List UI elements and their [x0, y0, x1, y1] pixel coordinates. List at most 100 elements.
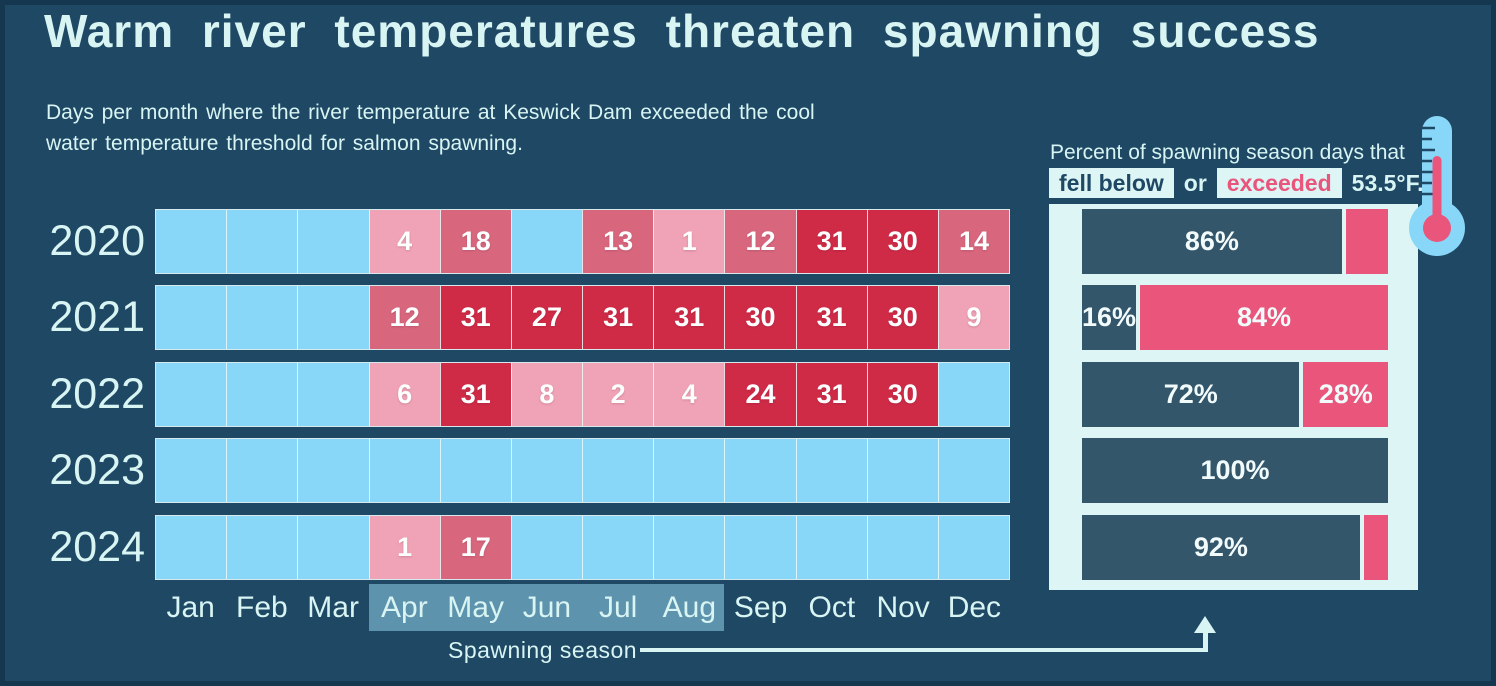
heatmap-cell: [510, 516, 583, 579]
cell-value: 30: [745, 302, 776, 332]
fell-below-segment: 100%: [1082, 438, 1388, 503]
heatmap-cell: 30: [866, 286, 938, 349]
heatmap-cell: 12: [724, 210, 796, 273]
month-label: Mar: [307, 591, 359, 624]
month-label: Jun: [522, 591, 572, 624]
percent-label: 28%: [1318, 379, 1373, 409]
cell-value: 12: [745, 226, 776, 256]
heatmap-cell: [156, 286, 227, 349]
page-title: Warm river temperatures threaten spawnin…: [44, 5, 1320, 57]
percent-bar: 92%: [1082, 515, 1388, 580]
heatmap-cell: [297, 210, 369, 273]
heatmap-cell: [866, 516, 938, 579]
cell-value: 2: [610, 379, 626, 409]
cell-value: 18: [460, 226, 491, 256]
heatmap-cell: 1: [653, 210, 725, 273]
month-label: Apr: [381, 591, 428, 624]
thermometer-icon: [1409, 116, 1465, 256]
percent-label: 100%: [1200, 455, 1270, 485]
subtitle: Days per month where the river temperatu…: [46, 97, 815, 159]
heatmap-cell: 31: [439, 363, 511, 426]
heatmap-cell: 31: [582, 286, 654, 349]
heatmap-cell: [795, 439, 867, 502]
exceeded-segment: [1345, 209, 1388, 274]
heatmap-cell: 12: [368, 286, 440, 349]
heatmap-cell: [439, 439, 511, 502]
percent-bar: 16% 84%: [1082, 285, 1388, 350]
fell-below-chip: fell below: [1049, 168, 1174, 198]
heatmap-cell: 4: [653, 363, 725, 426]
heatmap-cell: 31: [653, 286, 725, 349]
heatmap-cell: [156, 516, 227, 579]
fell-below-segment: 92%: [1082, 515, 1360, 580]
fell-below-segment: 16%: [1082, 285, 1137, 350]
year-label: 2021: [49, 293, 145, 341]
fell-below-segment: 72%: [1082, 362, 1300, 427]
cell-value: 30: [887, 302, 918, 332]
cell-value: 1: [397, 532, 413, 562]
heatmap-cell: [156, 439, 227, 502]
percent-label: 92%: [1193, 532, 1248, 562]
heatmap-cell: 31: [795, 363, 867, 426]
heatmap-cell: [937, 439, 1010, 502]
heatmap-cell: 8: [510, 363, 583, 426]
cell-value: 4: [681, 379, 697, 409]
heatmap-row: 6 31 8 2 4 24 31 30: [155, 362, 1010, 427]
heatmap-row: 1 17: [155, 515, 1010, 580]
heatmap-cell: [297, 516, 369, 579]
year-label: 2024: [49, 523, 145, 571]
heatmap-cell: [226, 516, 298, 579]
heatmap-cell: [866, 439, 938, 502]
cell-value: 17: [460, 532, 491, 562]
heatmap-cell: 30: [866, 210, 938, 273]
heatmap-cell: 4: [368, 210, 440, 273]
cell-value: 8: [539, 379, 555, 409]
fell-below-segment: 86%: [1082, 209, 1342, 274]
heatmap-cell: [724, 516, 796, 579]
heatmap-row: 4 18 13 1 12 31 30 14: [155, 209, 1010, 274]
panel-header-line-2: fell below or exceeded 53.5°F.: [1049, 168, 1424, 198]
heatmap-cell: [510, 439, 583, 502]
heatmap-row: 12 31 27 31 31 30 31 30 9: [155, 285, 1010, 350]
heatmap-cell: 27: [510, 286, 583, 349]
cell-value: 9: [966, 302, 982, 332]
arrow-up-icon: [1194, 616, 1216, 633]
heatmap-cell: 17: [439, 516, 511, 579]
percent-bar: 100%: [1082, 438, 1388, 503]
cell-value: 27: [531, 302, 562, 332]
heatmap-cell: [226, 363, 298, 426]
heatmap-cell: 30: [866, 363, 938, 426]
heatmap-cell: 6: [368, 363, 440, 426]
percent-bar: 86%: [1082, 209, 1388, 274]
month-label: Oct: [808, 591, 856, 624]
heatmap-cell: 18: [439, 210, 511, 273]
cell-value: 31: [816, 226, 847, 256]
heatmap-cell: [510, 210, 583, 273]
cell-value: 31: [816, 302, 847, 332]
heatmap-cell: [156, 363, 227, 426]
heatmap-cell: [226, 439, 298, 502]
cell-value: 6: [397, 379, 413, 409]
heatmap-cell: [582, 439, 654, 502]
spawning-season-label: Spawning season: [448, 637, 638, 663]
spawning-season-connector-line: [640, 648, 1206, 652]
heatmap-cell: [297, 363, 369, 426]
month-label: Jul: [598, 591, 638, 624]
percent-label: 86%: [1184, 226, 1239, 256]
heatmap-row: [155, 438, 1010, 503]
cell-value: 31: [460, 379, 491, 409]
percent-bar: 72% 28%: [1082, 362, 1388, 427]
cell-value: 12: [389, 302, 420, 332]
cell-value: 31: [674, 302, 705, 332]
year-label: 2023: [49, 446, 145, 494]
threshold-text: 53.5°F.: [1351, 169, 1424, 196]
cell-value: 14: [958, 226, 989, 256]
month-label: Sep: [733, 591, 788, 624]
exceeded-segment: [1363, 515, 1388, 580]
exceeded-chip: exceeded: [1216, 168, 1342, 198]
heatmap-cell: 9: [937, 286, 1010, 349]
cell-value: 1: [681, 226, 697, 256]
percent-label: 16%: [1082, 302, 1137, 332]
cell-value: 31: [460, 302, 491, 332]
